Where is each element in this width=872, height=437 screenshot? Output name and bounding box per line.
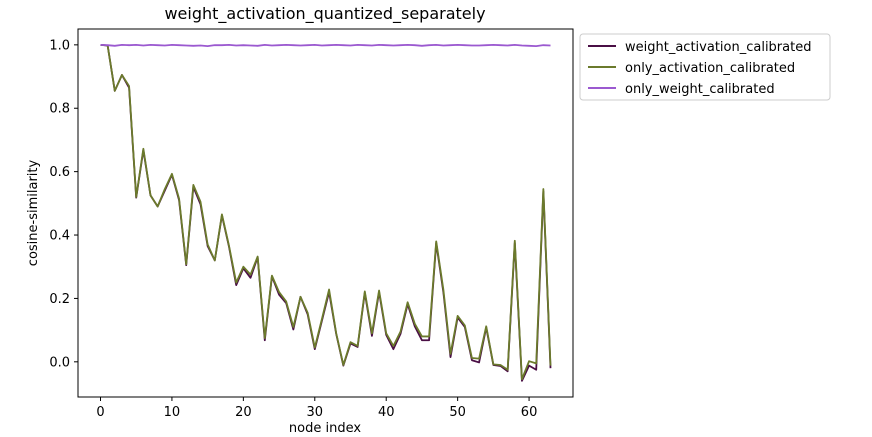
y-tick-label: 0.2: [49, 292, 70, 307]
y-tick-label: 0.8: [49, 102, 70, 117]
x-tick-label: 0: [96, 405, 104, 420]
x-tick-label: 30: [307, 405, 324, 420]
series-line-only-activation-calibrated: [100, 43, 552, 381]
legend-label-only-weight-calibrated: only_weight_calibrated: [625, 82, 775, 97]
legend-label-only-activation-calibrated: only_activation_calibrated: [625, 61, 795, 76]
y-axis: 0.0 0.2 0.4 0.6 0.8 1.0: [49, 38, 78, 370]
chart-title: weight_activation_quantized_separately: [164, 4, 485, 24]
legend: weight_activation_calibrated only_activa…: [579, 33, 831, 101]
series-layer: [100, 43, 552, 382]
legend-label-weight-activation-calibrated: weight_activation_calibrated: [625, 40, 811, 55]
y-tick-label: 1.0: [49, 38, 70, 53]
legend-box: [579, 33, 831, 101]
x-tick-label: 10: [164, 405, 181, 420]
y-tick-label: 0.0: [49, 355, 70, 370]
x-tick-label: 50: [449, 405, 466, 420]
y-tick-label: 0.6: [49, 165, 70, 180]
series-line-only-weight-calibrated: [100, 43, 551, 48]
x-axis-label: node index: [289, 421, 361, 436]
y-axis-label: cosine-similarity: [26, 159, 41, 266]
x-tick-label: 60: [521, 405, 538, 420]
x-axis: 0 10 20 30 40 50 60: [96, 397, 537, 420]
x-tick-label: 20: [235, 405, 252, 420]
plot-frame: [77, 28, 574, 398]
x-tick-label: 40: [378, 405, 395, 420]
y-tick-label: 0.4: [49, 229, 70, 244]
plot-area: [77, 28, 574, 398]
